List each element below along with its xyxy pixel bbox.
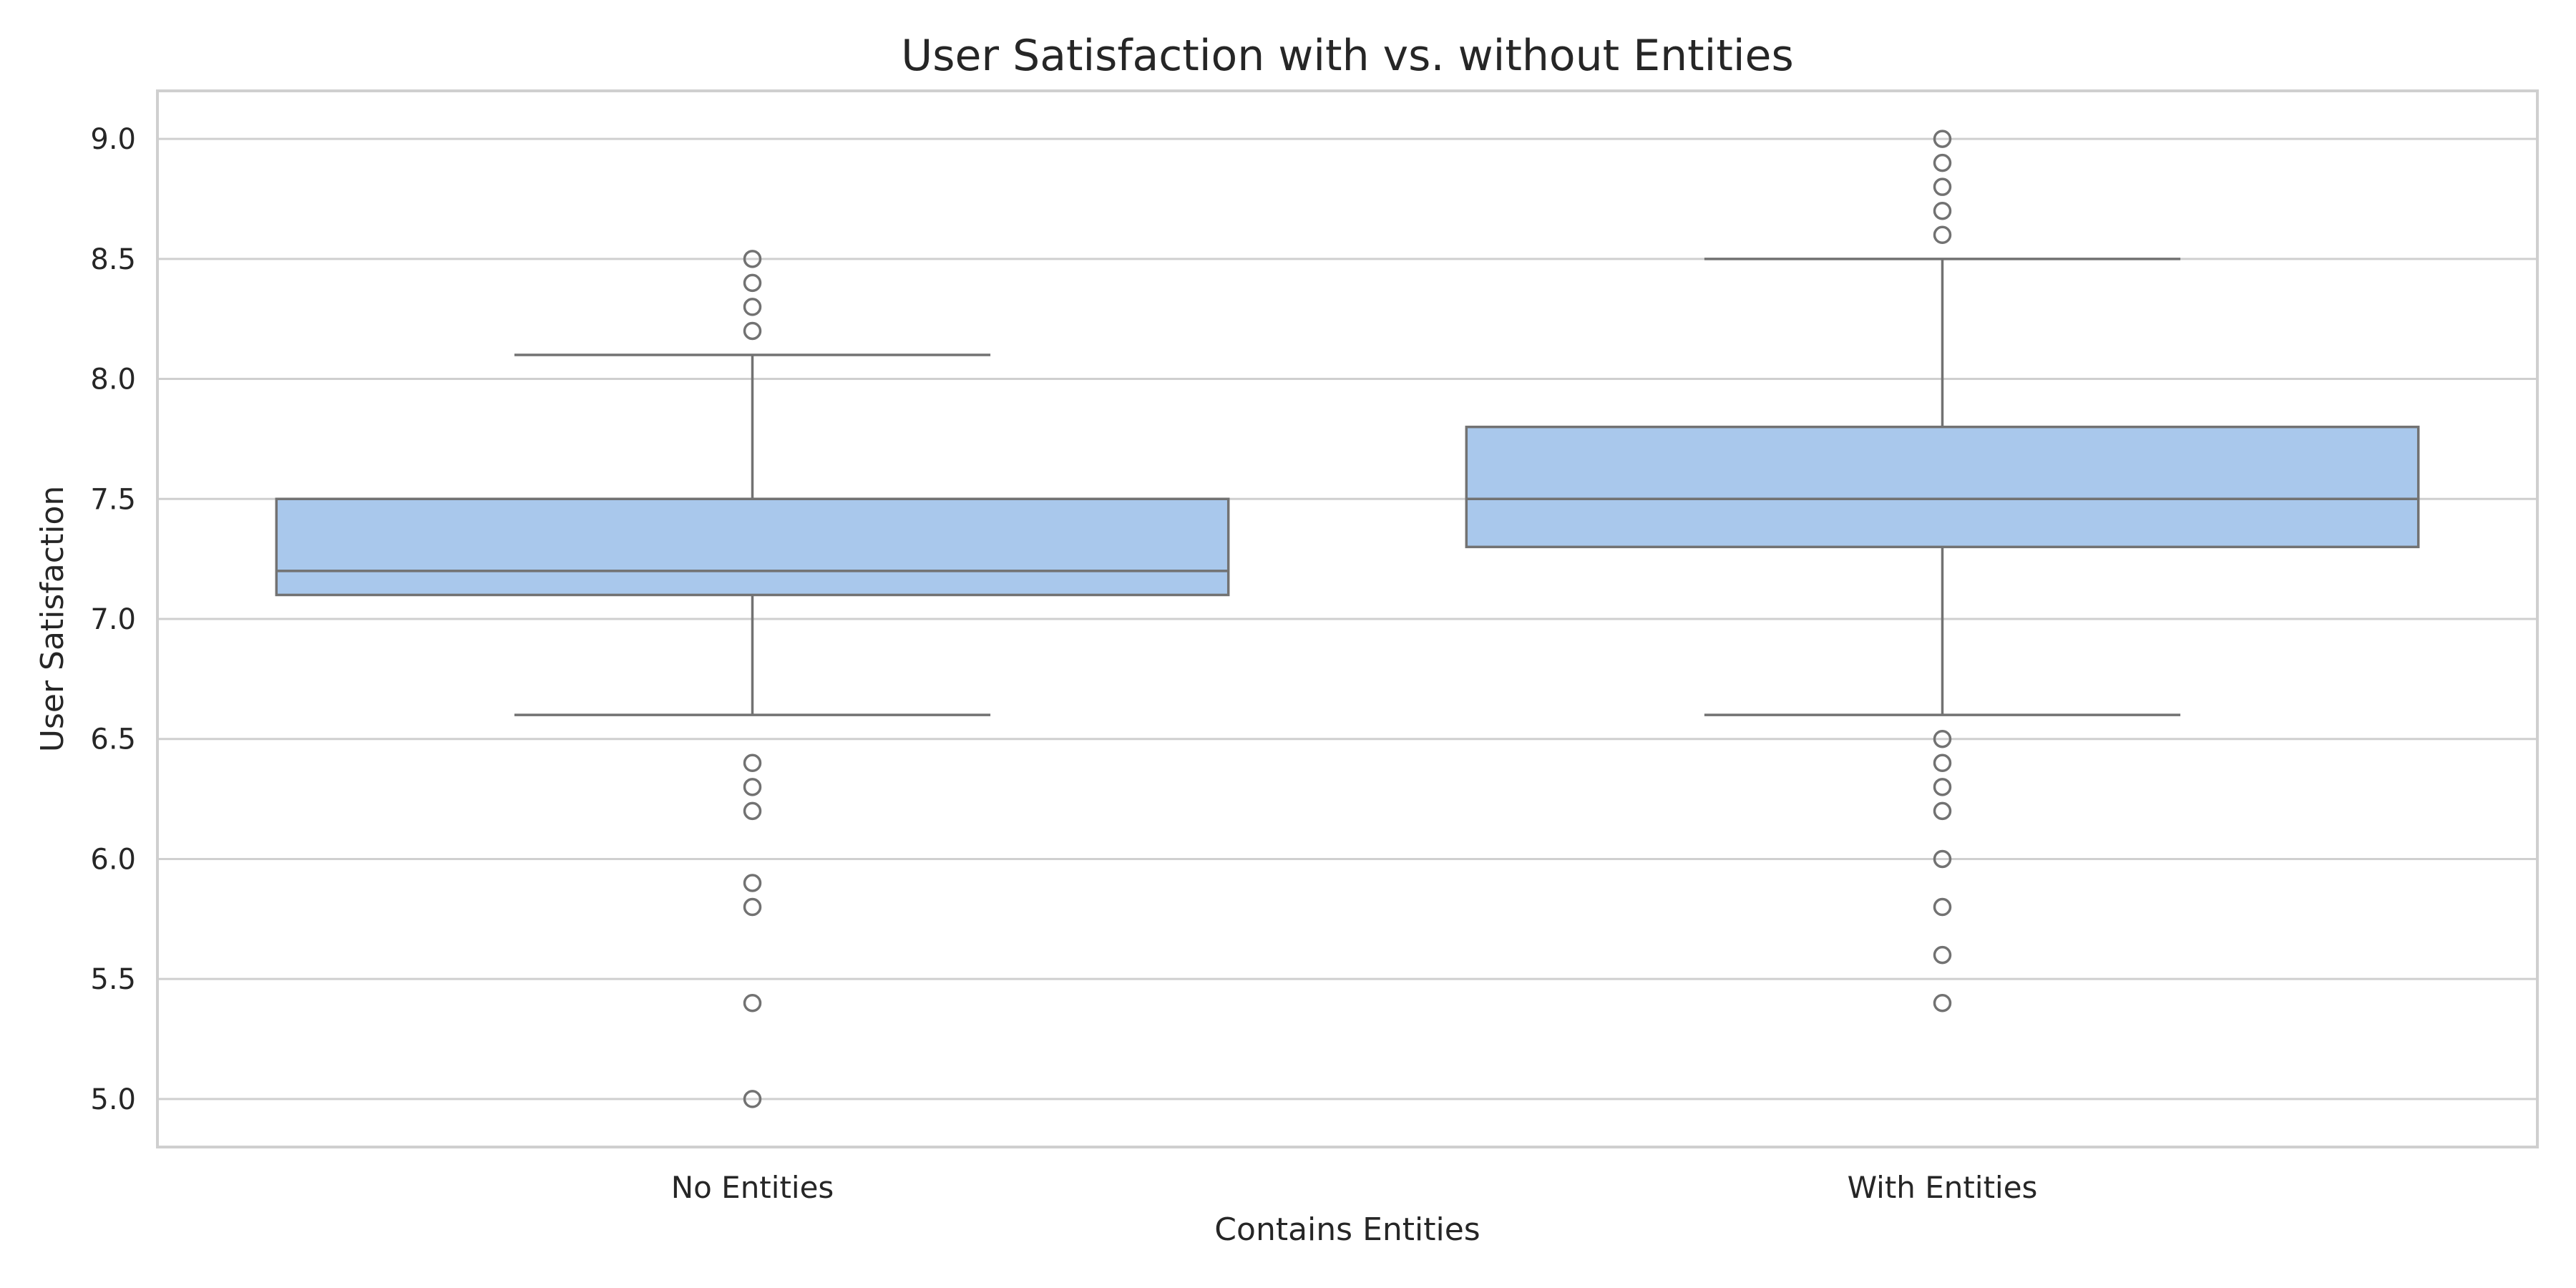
outlier-point <box>743 250 762 268</box>
outlier-point <box>1933 753 1952 773</box>
x-axis-label: Contains Entities <box>1214 1211 1480 1248</box>
x-axis-categories: No Entities With Entities <box>671 1170 2038 1205</box>
chart-title: User Satisfaction with vs. without Entit… <box>901 31 1793 81</box>
outlier-point <box>1933 897 1952 917</box>
iqr-box <box>275 497 1230 597</box>
outlier-point <box>743 321 762 341</box>
y-tick-label: 8.0 <box>90 364 136 396</box>
y-tick-label: 5.5 <box>90 963 136 996</box>
outlier-point <box>1933 729 1952 748</box>
outlier-point <box>1933 778 1952 796</box>
iqr-box <box>1465 425 2420 549</box>
x-category-label: With Entities <box>1848 1170 2038 1205</box>
y-tick-label: 9.0 <box>90 123 136 156</box>
plot-frame <box>156 89 2539 1148</box>
y-tick-label: 6.5 <box>90 723 136 756</box>
y-tick-label: 5.0 <box>90 1083 136 1116</box>
y-tick-label: 8.5 <box>90 243 136 276</box>
outlier-point <box>743 874 762 892</box>
outlier-point <box>1933 801 1952 821</box>
outlier-point <box>743 1090 762 1108</box>
outlier-point <box>1933 849 1952 869</box>
outlier-point <box>1933 225 1952 245</box>
outlier-point <box>1933 177 1952 196</box>
outlier-point <box>743 778 762 796</box>
y-tick-label: 7.5 <box>90 483 136 516</box>
box-group <box>1465 130 2420 1013</box>
grid <box>157 137 2537 1101</box>
box-group <box>275 250 1230 1108</box>
outlier-point <box>1933 130 1952 148</box>
outlier-point <box>743 298 762 316</box>
y-tick-label: 6.0 <box>90 843 136 876</box>
outlier-point <box>1933 945 1952 965</box>
boxes <box>275 130 2420 1108</box>
outlier-point <box>743 273 762 293</box>
outlier-point <box>1933 993 1952 1013</box>
x-category-label: No Entities <box>671 1170 834 1205</box>
y-axis-ticks: 5.0 5.5 6.0 6.5 7.0 7.5 8.0 8.5 9.0 <box>90 123 136 1116</box>
outlier-point <box>1933 201 1952 220</box>
outlier-point <box>743 897 762 917</box>
outlier-point <box>743 993 762 1013</box>
outlier-point <box>743 753 762 773</box>
y-tick-label: 7.0 <box>90 603 136 636</box>
y-axis-label: User Satisfaction <box>34 486 71 753</box>
outlier-point <box>743 801 762 821</box>
outlier-point <box>1933 153 1952 172</box>
